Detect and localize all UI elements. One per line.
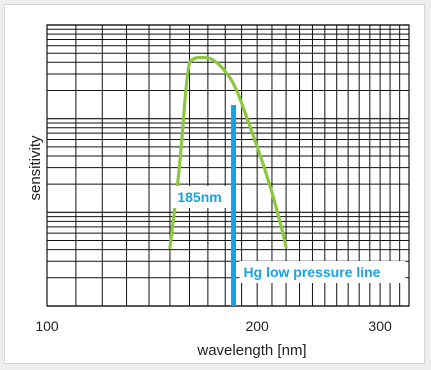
label-185nm: 185nm [177, 189, 221, 205]
plot-area-border [46, 24, 410, 307]
x-tick-labels: 100 200 300 [35, 318, 392, 334]
x-tick-label: 300 [368, 318, 392, 334]
x-axis-label: wavelength [nm] [196, 342, 306, 359]
label-bg-hg [239, 261, 406, 283]
x-tick-label: 200 [245, 318, 269, 334]
sensitivity-curve [168, 55, 288, 250]
series-layer [168, 55, 288, 250]
annotation-layer: 185nm Hg low pressure line [171, 104, 406, 306]
label-hg-low-pressure-line: Hg low pressure line [244, 264, 381, 280]
x-tick-label: 100 [35, 318, 59, 334]
plot-border [46, 24, 410, 307]
y-axis-label: sensitivity [27, 135, 44, 201]
label-bg-185nm [171, 186, 228, 208]
